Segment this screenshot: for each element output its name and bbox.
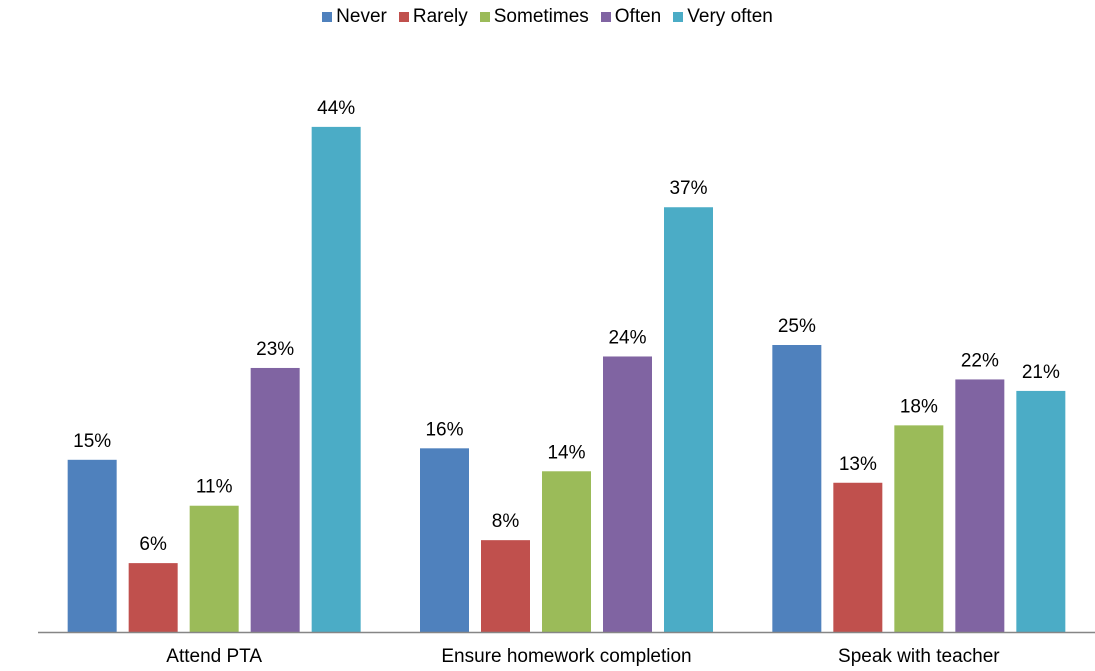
data-label: 14%	[547, 442, 585, 463]
data-label: 8%	[492, 511, 520, 532]
data-label: 23%	[256, 339, 294, 360]
legend-label: Very often	[687, 6, 773, 27]
chart-legend: Never Rarely Sometimes Often Very often	[0, 6, 1095, 28]
legend-label: Sometimes	[493, 6, 589, 27]
data-label: 11%	[196, 477, 233, 498]
data-label: 22%	[961, 350, 999, 371]
legend-label: Often	[614, 6, 662, 27]
legend-label: Rarely	[412, 6, 468, 27]
legend-label: Never	[336, 6, 387, 27]
legend-item-never: Never	[322, 6, 387, 28]
bar-sometimes-0	[189, 505, 239, 632]
bar-rarely-0	[128, 563, 178, 632]
data-label: 37%	[669, 178, 707, 199]
category-label: Attend PTA	[166, 646, 262, 667]
category-label: Ensure homework completion	[441, 646, 691, 667]
category-label: Speak with teacher	[838, 646, 1000, 667]
bar-often-1	[603, 356, 652, 632]
data-label: 18%	[900, 396, 938, 417]
data-label: 44%	[317, 98, 355, 119]
data-label: 16%	[425, 419, 463, 440]
category-labels-layer: Attend PTA Ensure homework completion Spea…	[166, 646, 1000, 667]
data-label: 13%	[839, 454, 877, 475]
bar-sometimes-1	[542, 471, 591, 632]
bar-often-2	[955, 379, 1005, 632]
data-label: 21%	[1022, 362, 1060, 383]
bar-sometimes-2	[894, 425, 944, 632]
legend-item-sometimes: Sometimes	[479, 6, 589, 28]
bar-very-often-1	[664, 207, 713, 633]
bar-very-often-2	[1016, 390, 1066, 632]
data-label: 15%	[73, 431, 111, 452]
legend-item-often: Often	[600, 6, 662, 28]
legend-swatch	[479, 12, 490, 22]
legend-item-very-often: Very often	[673, 6, 773, 28]
data-label: 6%	[139, 534, 167, 555]
bar-rarely-1	[481, 540, 530, 632]
bars-layer	[67, 126, 1066, 633]
legend-item-rarely: Rarely	[398, 6, 468, 28]
bar-never-0	[67, 459, 117, 632]
bar-rarely-2	[833, 482, 883, 632]
legend-swatch	[673, 12, 684, 22]
bar-very-often-0	[311, 126, 361, 632]
bar-often-0	[250, 367, 300, 632]
data-labels-layer: 15% 6% 11% 23% 44% 16% 8% 14% 24% 37% 25% 13% 18% 22%…	[73, 98, 1060, 555]
bar-never-1	[420, 448, 469, 632]
data-label: 25%	[778, 316, 816, 337]
legend-swatch	[398, 12, 409, 22]
data-label: 24%	[608, 327, 646, 348]
legend-swatch	[322, 12, 333, 22]
bar-never-2	[772, 345, 822, 632]
legend-swatch	[600, 12, 611, 22]
